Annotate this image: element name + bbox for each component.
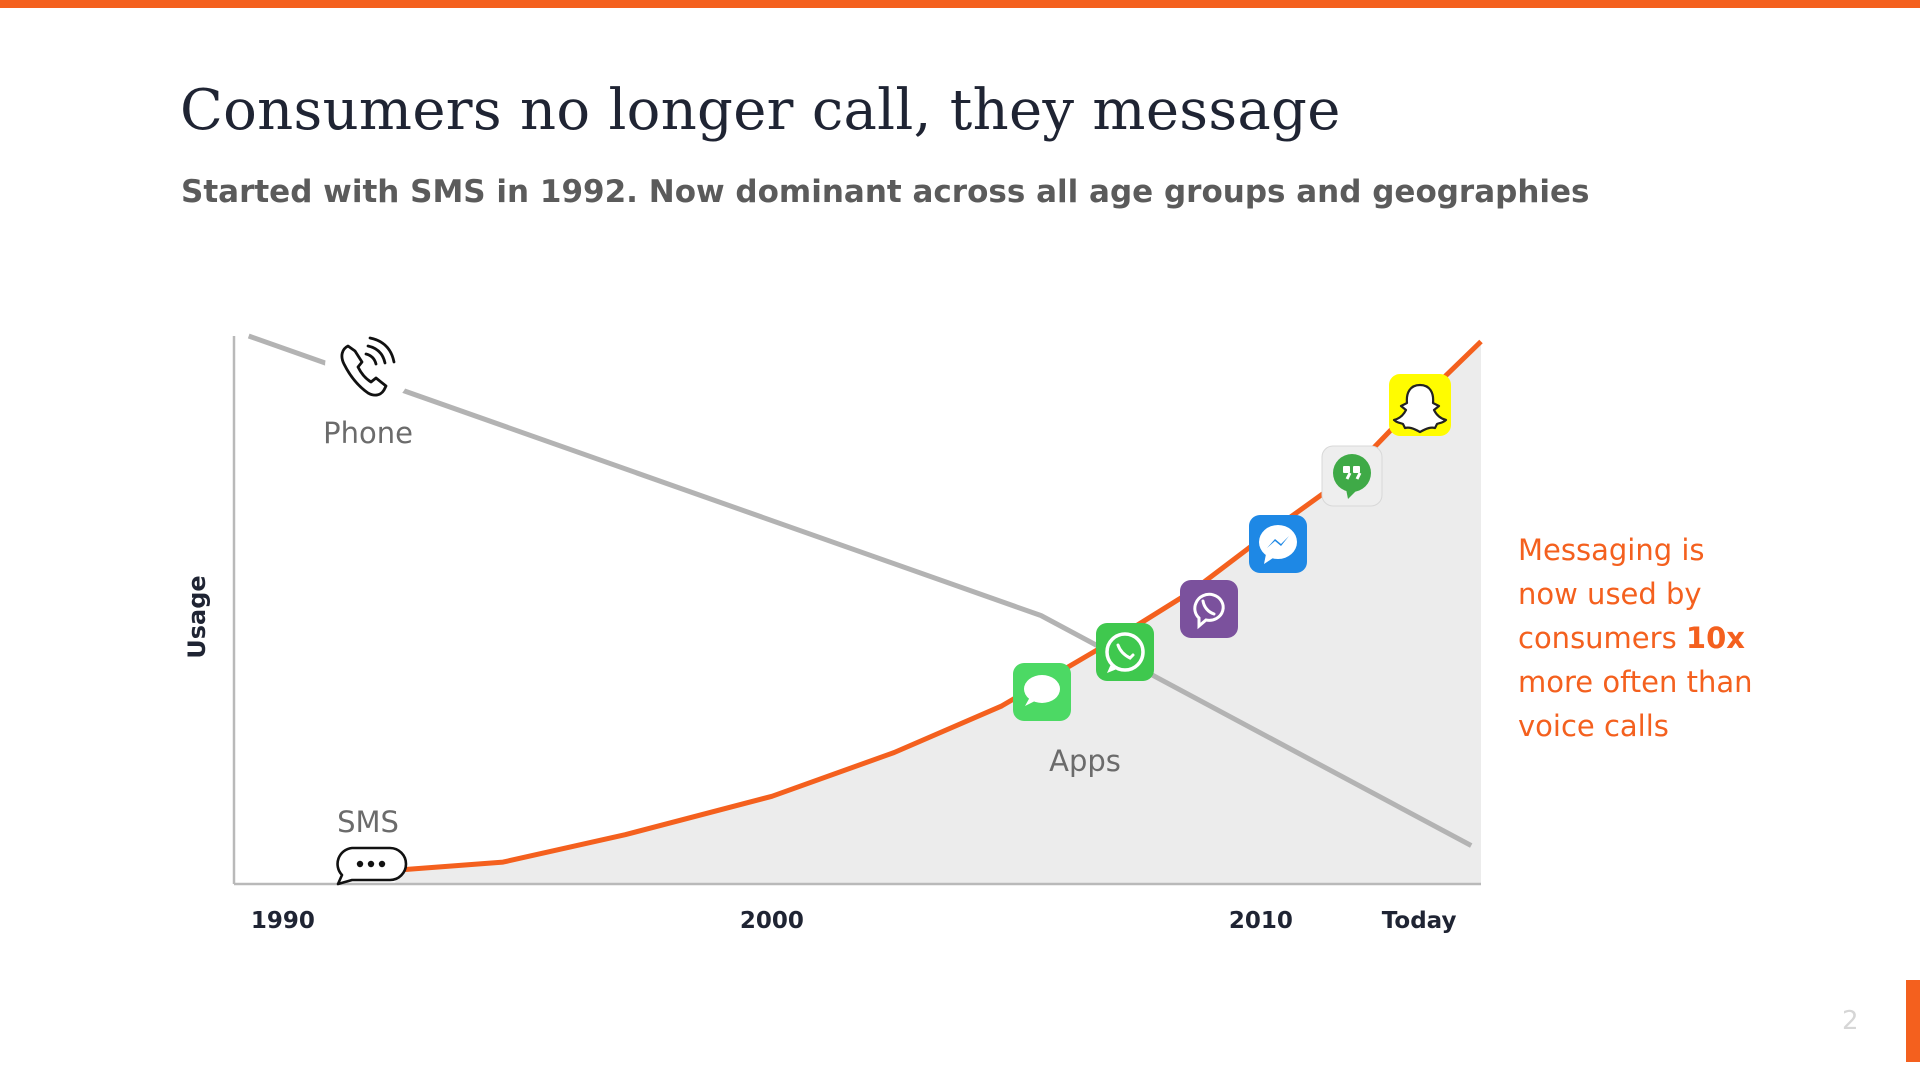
- callout-line-1: Messaging is: [1518, 533, 1705, 567]
- messaging-area-fill: [395, 341, 1481, 884]
- whatsapp-icon: [1096, 623, 1154, 681]
- x-tick-label: 2000: [740, 908, 804, 934]
- phone-ringing-icon: [340, 336, 396, 397]
- page-number: 2: [1842, 1006, 1859, 1036]
- x-tick-label: 1990: [251, 908, 315, 934]
- sms-speech-bubble-icon: [336, 846, 408, 886]
- x-tick-label: Today: [1382, 908, 1457, 934]
- page-subtitle: Started with SMS in 1992. Now dominant a…: [181, 174, 1590, 210]
- page-title: Consumers no longer call, they message: [180, 78, 1341, 143]
- phone-marker: [325, 324, 411, 410]
- callout-text: Messaging is now used by consumers 10x m…: [1518, 528, 1798, 748]
- snapchat-icon: [1389, 374, 1451, 436]
- x-tick-label: 2010: [1229, 908, 1293, 934]
- callout-line-3: consumers 10x: [1518, 616, 1798, 660]
- messaging-usage-chart: Usage Phone SMS Apps: [183, 324, 1483, 934]
- corner-accent-bar: [1906, 980, 1920, 1062]
- apps-label: Apps: [1049, 744, 1121, 778]
- y-axis-title: Usage: [183, 575, 211, 658]
- phone-series-label: Phone: [323, 416, 413, 450]
- hangouts-icon: [1321, 445, 1383, 507]
- top-accent-bar: [0, 0, 1920, 8]
- callout-line-2: now used by: [1518, 577, 1702, 611]
- imessage-icon: [1013, 663, 1071, 721]
- callout-line-4: more often than: [1518, 665, 1753, 699]
- callout-line-5: voice calls: [1518, 709, 1669, 743]
- sms-series-label: SMS: [337, 805, 399, 839]
- callout-highlight: 10x: [1685, 621, 1745, 655]
- viber-icon: [1180, 580, 1238, 638]
- phone-series-line: [247, 333, 1473, 848]
- messenger-icon: [1249, 515, 1307, 573]
- callout-line-3-text: consumers: [1518, 621, 1686, 655]
- x-axis-ticks: 1990 2000 2010 Today: [251, 908, 1457, 934]
